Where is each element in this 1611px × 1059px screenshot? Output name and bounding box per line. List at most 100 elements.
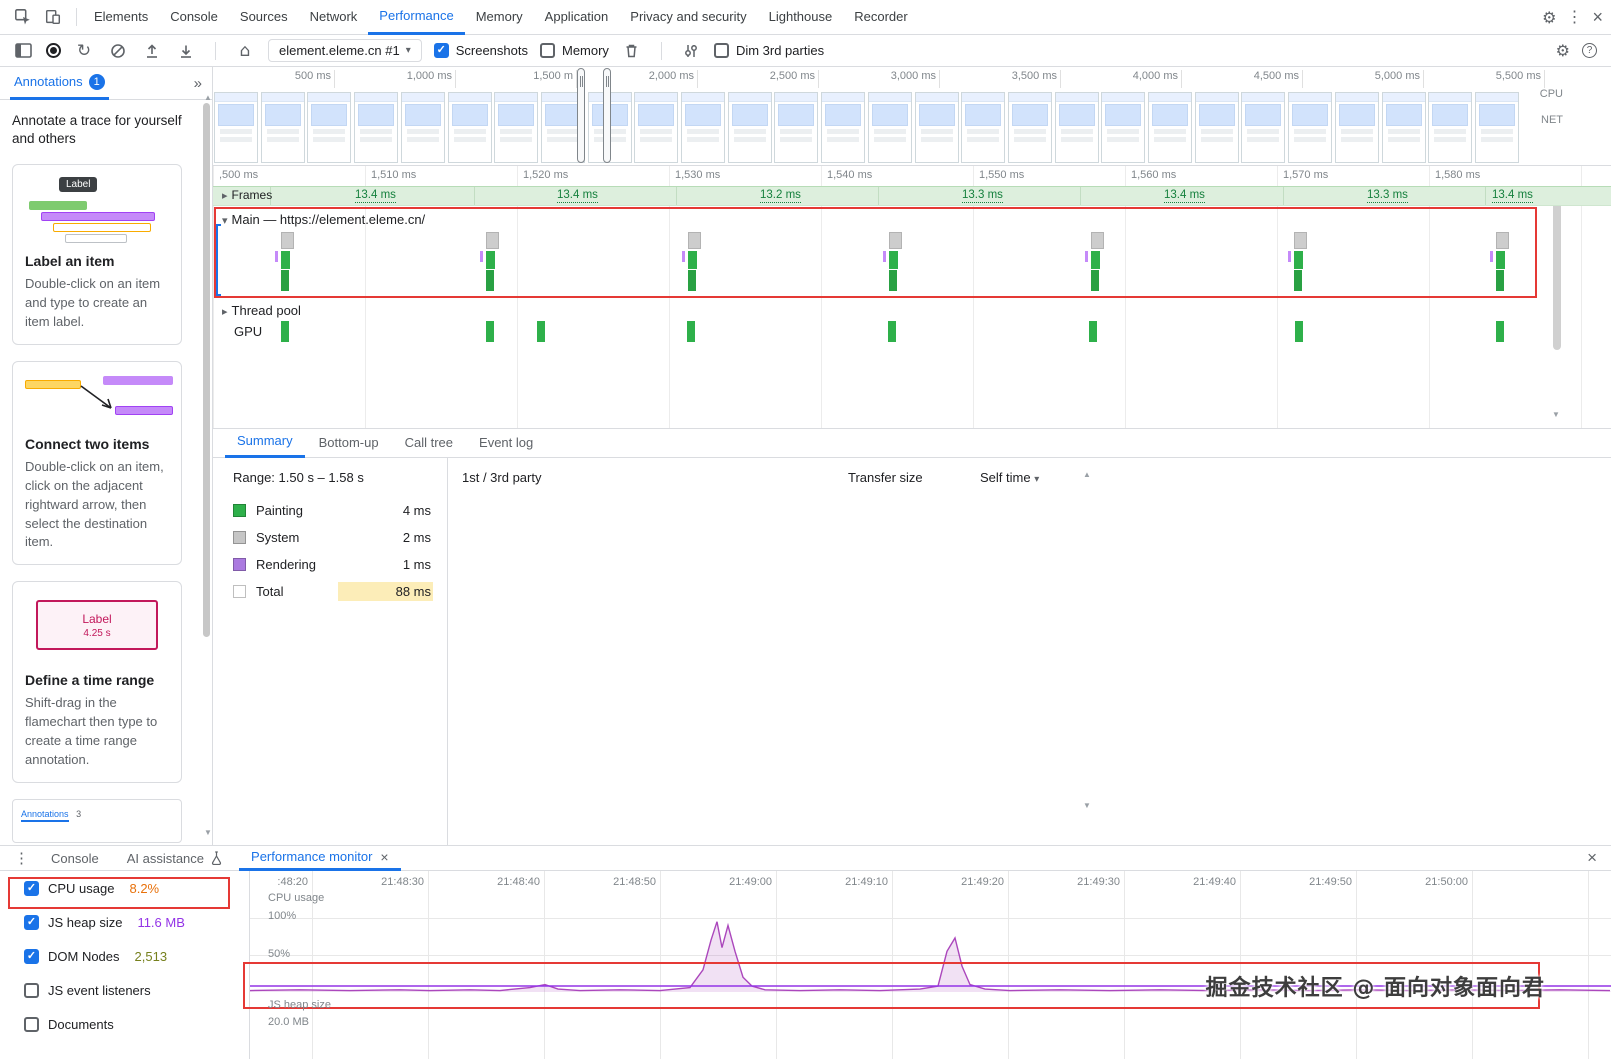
expand-sidebar-icon[interactable]: » bbox=[193, 74, 202, 92]
scroll-down-icon[interactable]: ▼ bbox=[1552, 410, 1560, 419]
timeline-window-handle-left[interactable] bbox=[577, 68, 585, 163]
gpu-activity-bar[interactable] bbox=[486, 321, 494, 342]
drawer-kebab-icon[interactable]: ⋮ bbox=[14, 850, 29, 867]
save-profile-icon[interactable] bbox=[175, 40, 197, 62]
checkbox-icon[interactable] bbox=[24, 982, 39, 998]
tab-console[interactable]: Console bbox=[170, 8, 218, 24]
filmstrip-thumbnail[interactable] bbox=[774, 92, 819, 163]
scroll-up-icon[interactable]: ▲ bbox=[1083, 470, 1091, 479]
tab-event-log[interactable]: Event log bbox=[479, 435, 534, 450]
main-task-block[interactable] bbox=[281, 232, 294, 249]
help-icon[interactable]: ? bbox=[1582, 43, 1597, 58]
main-task-block[interactable] bbox=[688, 232, 701, 249]
close-drawer-icon[interactable]: × bbox=[1587, 848, 1597, 867]
metric-cpu-usage[interactable]: CPU usage 8.2% bbox=[0, 871, 249, 905]
metric-js-event-listeners[interactable]: JS event listeners bbox=[0, 973, 249, 1007]
tab-application[interactable]: Application bbox=[544, 8, 609, 24]
filmstrip-thumbnail[interactable] bbox=[260, 92, 305, 163]
drawer-tab-console[interactable]: Console bbox=[51, 850, 99, 866]
filmstrip-thumbnail[interactable] bbox=[1381, 92, 1426, 163]
filmstrip-thumbnail[interactable] bbox=[1241, 92, 1286, 163]
main-rendering-sliver[interactable] bbox=[1288, 251, 1291, 262]
main-paint-block[interactable] bbox=[1294, 251, 1303, 269]
filmstrip-thumbnail[interactable] bbox=[821, 92, 866, 163]
tab-lighthouse[interactable]: Lighthouse bbox=[768, 8, 833, 24]
frames-track-label[interactable]: ▸ Frames bbox=[222, 188, 273, 202]
filmstrip-thumbnail[interactable] bbox=[214, 92, 258, 163]
sidebar-scrollbar[interactable] bbox=[203, 103, 210, 637]
collect-garbage-icon[interactable] bbox=[621, 40, 643, 62]
main-rendering-sliver[interactable] bbox=[1085, 251, 1088, 262]
filmstrip-thumbnail[interactable] bbox=[307, 92, 352, 163]
scroll-up-icon[interactable]: ▲ bbox=[204, 93, 212, 102]
checkbox-icon[interactable] bbox=[24, 914, 39, 930]
drawer-tab-ai-assistance[interactable]: AI assistance bbox=[115, 845, 235, 871]
main-paint-block[interactable] bbox=[889, 270, 897, 291]
tab-memory[interactable]: Memory bbox=[475, 8, 523, 24]
gpu-activity-bar[interactable] bbox=[1496, 321, 1504, 342]
main-rendering-sliver[interactable] bbox=[275, 251, 278, 262]
main-paint-block[interactable] bbox=[1496, 251, 1505, 269]
gpu-activity-bar[interactable] bbox=[1295, 321, 1303, 342]
drawer-tab-performance-monitor[interactable]: Performance monitor × bbox=[239, 845, 401, 871]
filmstrip-thumbnail[interactable] bbox=[354, 92, 399, 163]
filmstrip-thumbnail[interactable] bbox=[494, 92, 539, 163]
tab-annotations[interactable]: Annotations 1 bbox=[10, 67, 109, 100]
main-task-block[interactable] bbox=[1294, 232, 1307, 249]
tab-bottom-up[interactable]: Bottom-up bbox=[318, 435, 379, 450]
scroll-down-icon[interactable]: ▼ bbox=[1083, 801, 1091, 810]
memory-checkbox[interactable]: Memory bbox=[539, 43, 609, 58]
gpu-track-label[interactable]: GPU bbox=[234, 324, 263, 339]
filmstrip-thumbnail[interactable] bbox=[961, 92, 1006, 163]
kebab-menu-icon[interactable]: ⋮ bbox=[1566, 9, 1583, 26]
main-paint-block[interactable] bbox=[1496, 270, 1504, 291]
filmstrip-thumbnail[interactable] bbox=[867, 92, 912, 163]
settings-gear-icon[interactable]: ⚙ bbox=[1542, 7, 1557, 27]
record-button[interactable] bbox=[46, 43, 61, 58]
main-rendering-sliver[interactable] bbox=[1490, 251, 1493, 262]
filmstrip-thumbnail[interactable] bbox=[1007, 92, 1052, 163]
filmstrip-thumbnail[interactable] bbox=[727, 92, 772, 163]
filmstrip-thumbnail[interactable] bbox=[1288, 92, 1333, 163]
main-paint-block[interactable] bbox=[1294, 270, 1302, 291]
tab-privacy-and-security[interactable]: Privacy and security bbox=[630, 8, 747, 24]
device-toolbar-icon[interactable] bbox=[40, 4, 66, 30]
sidebar-toggle-icon[interactable] bbox=[12, 40, 34, 62]
filmstrip-thumbnail[interactable] bbox=[681, 92, 725, 163]
close-devtools-icon[interactable]: × bbox=[1592, 6, 1603, 27]
main-paint-block[interactable] bbox=[688, 270, 696, 291]
thread-pool-track-label[interactable]: ▸ Thread pool bbox=[222, 303, 301, 318]
main-rendering-sliver[interactable] bbox=[480, 251, 483, 262]
filmstrip-thumbnail[interactable] bbox=[634, 92, 679, 163]
gpu-activity-bar[interactable] bbox=[1089, 321, 1097, 342]
main-paint-block[interactable] bbox=[688, 251, 697, 269]
filmstrip-thumbnail[interactable] bbox=[1334, 92, 1379, 163]
main-task-block[interactable] bbox=[1091, 232, 1104, 249]
main-rendering-sliver[interactable] bbox=[682, 251, 685, 262]
transfer-size-header[interactable]: Transfer size bbox=[848, 470, 923, 485]
load-profile-icon[interactable] bbox=[141, 40, 163, 62]
filmstrip-thumbnail[interactable] bbox=[447, 92, 492, 163]
inspect-icon[interactable] bbox=[10, 4, 36, 30]
close-tab-icon[interactable]: × bbox=[380, 848, 389, 865]
home-icon[interactable]: ⌂ bbox=[239, 40, 251, 61]
main-paint-block[interactable] bbox=[486, 251, 495, 269]
scroll-down-icon[interactable]: ▼ bbox=[204, 828, 212, 837]
gpu-activity-bar[interactable] bbox=[281, 321, 289, 342]
screenshots-checkbox[interactable]: Screenshots bbox=[433, 43, 528, 58]
filmstrip-thumbnail[interactable] bbox=[1148, 92, 1192, 163]
main-paint-block[interactable] bbox=[1091, 270, 1099, 291]
main-paint-block[interactable] bbox=[1091, 251, 1100, 269]
filmstrip-thumbnail[interactable] bbox=[1428, 92, 1473, 163]
main-task-block[interactable] bbox=[889, 232, 902, 249]
tab-recorder[interactable]: Recorder bbox=[854, 8, 908, 24]
tab-performance[interactable]: Performance bbox=[368, 0, 465, 35]
timeline-window-handle-right[interactable] bbox=[603, 68, 611, 163]
metric-dom-nodes[interactable]: DOM Nodes 2,513 bbox=[0, 939, 249, 973]
self-time-header[interactable]: Self time ▾ bbox=[980, 470, 1040, 485]
main-task-block[interactable] bbox=[1496, 232, 1509, 249]
clear-recording-icon[interactable] bbox=[107, 40, 129, 62]
main-track-label[interactable]: ▾ Main — https://element.eleme.cn/ bbox=[222, 212, 426, 227]
tab-summary[interactable]: Summary bbox=[225, 428, 305, 458]
gpu-activity-bar[interactable] bbox=[687, 321, 695, 342]
